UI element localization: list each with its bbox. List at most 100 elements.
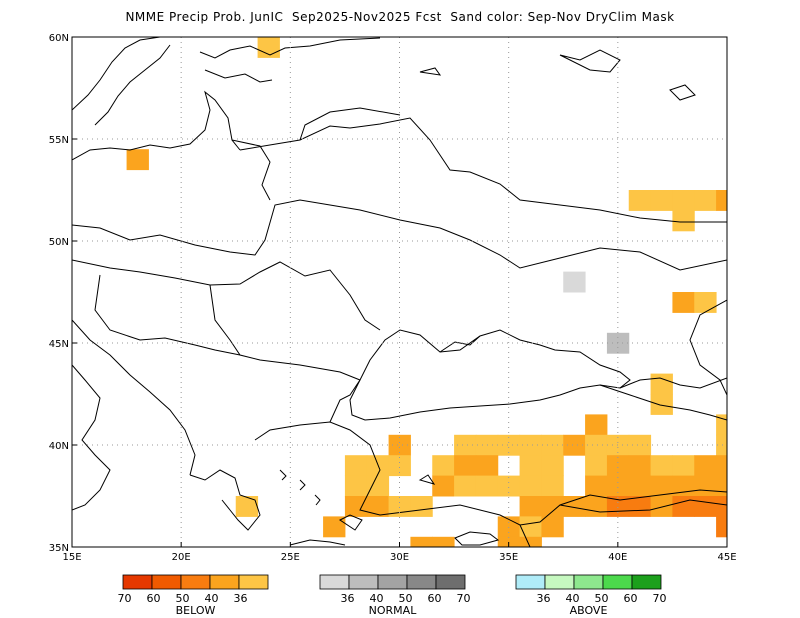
lon-tick-label: 40E (608, 552, 627, 563)
prob-cell (454, 434, 477, 456)
prob-cell (235, 496, 259, 517)
prob-cell (126, 149, 149, 171)
below-legend-tick: 36 (234, 592, 248, 605)
lat-tick-label: 60N (49, 33, 69, 44)
prob-cell (497, 434, 521, 456)
prob-cell (519, 516, 542, 538)
prob-cell (628, 475, 652, 497)
prob-cell (606, 434, 630, 456)
normal-legend-swatch (406, 574, 437, 590)
prob-cell (366, 496, 390, 517)
above-legend-tick: 60 (624, 592, 638, 605)
prob-cell (672, 292, 695, 313)
prob-cell (344, 496, 368, 517)
normal-legend-tick: 50 (399, 592, 413, 605)
prob-cell (541, 496, 564, 517)
above-legend-tick: 70 (653, 592, 667, 605)
prob-cell (585, 475, 608, 497)
prob-cell (694, 455, 717, 477)
prob-cell (650, 394, 673, 415)
above-legend-swatch (573, 574, 604, 590)
prob-cell (694, 496, 717, 517)
prob-cell (585, 414, 608, 436)
prob-cell (519, 536, 542, 547)
prob-cell (563, 434, 586, 456)
prob-cell (694, 292, 717, 313)
prob-cell (497, 475, 521, 497)
prob-cell (694, 475, 717, 497)
lon-tick-label: 25E (281, 552, 300, 563)
prob-cell (716, 190, 727, 211)
above-legend-tick: 36 (537, 592, 551, 605)
prob-cell (475, 455, 499, 477)
above-legend-swatch (602, 574, 633, 590)
normal-legend-label: NORMAL (369, 604, 418, 617)
below-legend-swatch (238, 574, 269, 590)
probability-cells (126, 37, 727, 547)
prob-cell (410, 536, 433, 547)
below-legend-tick: 40 (205, 592, 219, 605)
prob-cell (716, 414, 727, 436)
lat-tick-label: 35N (49, 543, 69, 554)
prob-cell (432, 475, 455, 497)
prob-cell (432, 455, 455, 477)
legend: 70 60 50 40 36 BELOW 36 40 50 60 70 NORMAL 36 40 50 60 7… (118, 574, 667, 617)
prob-cell (497, 516, 521, 538)
prob-cell (716, 475, 727, 497)
prob-cell (628, 455, 652, 477)
prob-cell (323, 516, 346, 538)
prob-cell (519, 434, 542, 456)
prob-cell (606, 475, 630, 497)
map-title: NMME Precip Prob. JunIC Sep2025-Nov2025 … (125, 10, 675, 24)
above-legend-swatch (515, 574, 546, 590)
lon-tick-label: 20E (172, 552, 191, 563)
normal-legend-swatch (319, 574, 350, 590)
below-legend-tick: 60 (147, 592, 161, 605)
prob-cell (672, 210, 695, 232)
prob-cell (672, 190, 695, 211)
lon-tick-label: 35E (499, 552, 518, 563)
lon-tick-label: 15E (62, 552, 81, 563)
lat-tick-label: 55N (49, 135, 69, 146)
normal-legend-swatch (435, 574, 466, 590)
prob-cell (497, 536, 521, 547)
prob-cell (650, 496, 673, 517)
prob-cell (716, 434, 727, 456)
prob-cell (716, 496, 727, 517)
prob-cell (672, 455, 695, 477)
prob-cell (716, 516, 727, 538)
below-legend-swatch (122, 574, 153, 590)
prob-cell (716, 455, 727, 477)
coastlines-borders (72, 37, 727, 547)
prob-cell (585, 455, 608, 477)
prob-cell (519, 475, 542, 497)
normal-legend-tick: 60 (428, 592, 442, 605)
below-legend-tick: 70 (118, 592, 132, 605)
prob-cell (650, 373, 673, 395)
prob-cell (585, 496, 608, 517)
prob-cell (672, 496, 695, 517)
above-legend-tick: 50 (595, 592, 609, 605)
below-legend-tick: 50 (176, 592, 190, 605)
prob-cell (650, 475, 673, 497)
below-legend-label: BELOW (176, 604, 216, 617)
prob-cell (628, 496, 652, 517)
graticule (72, 37, 727, 547)
prob-cell (541, 475, 564, 497)
lat-tick-label: 45N (49, 339, 69, 350)
normal-legend-tick: 40 (370, 592, 384, 605)
prob-cell (388, 434, 411, 456)
lon-tick-label: 45E (717, 552, 736, 563)
prob-cell (541, 455, 564, 477)
normal-legend-tick: 36 (341, 592, 355, 605)
lon-tick-label: 30E (390, 552, 409, 563)
below-legend-swatch (209, 574, 240, 590)
prob-cell (563, 496, 586, 517)
lat-tick-label: 50N (49, 237, 69, 248)
prob-cell (606, 332, 630, 354)
prob-cell (432, 536, 455, 547)
prob-cell (628, 190, 652, 211)
normal-legend-tick: 70 (457, 592, 471, 605)
prob-cell (650, 190, 673, 211)
